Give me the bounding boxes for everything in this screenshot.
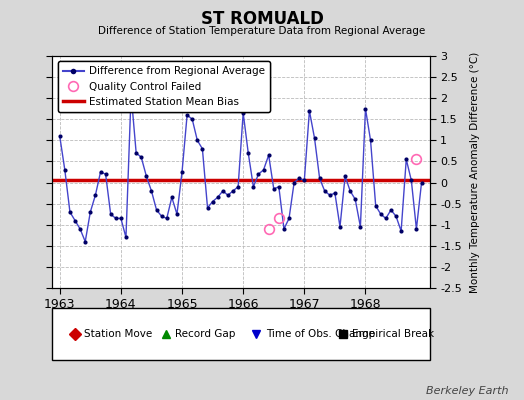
Y-axis label: Monthly Temperature Anomaly Difference (°C): Monthly Temperature Anomaly Difference (… [470,51,480,293]
FancyBboxPatch shape [52,308,430,360]
Text: Empirical Break: Empirical Break [352,329,434,339]
Text: Time of Obs. Change: Time of Obs. Change [266,329,375,339]
Text: ST ROMUALD: ST ROMUALD [201,10,323,28]
Text: Station Move: Station Move [84,329,152,339]
Text: Berkeley Earth: Berkeley Earth [426,386,508,396]
Text: Record Gap: Record Gap [175,329,235,339]
Text: Difference of Station Temperature Data from Regional Average: Difference of Station Temperature Data f… [99,26,425,36]
Legend: Difference from Regional Average, Quality Control Failed, Estimated Station Mean: Difference from Regional Average, Qualit… [58,61,270,112]
